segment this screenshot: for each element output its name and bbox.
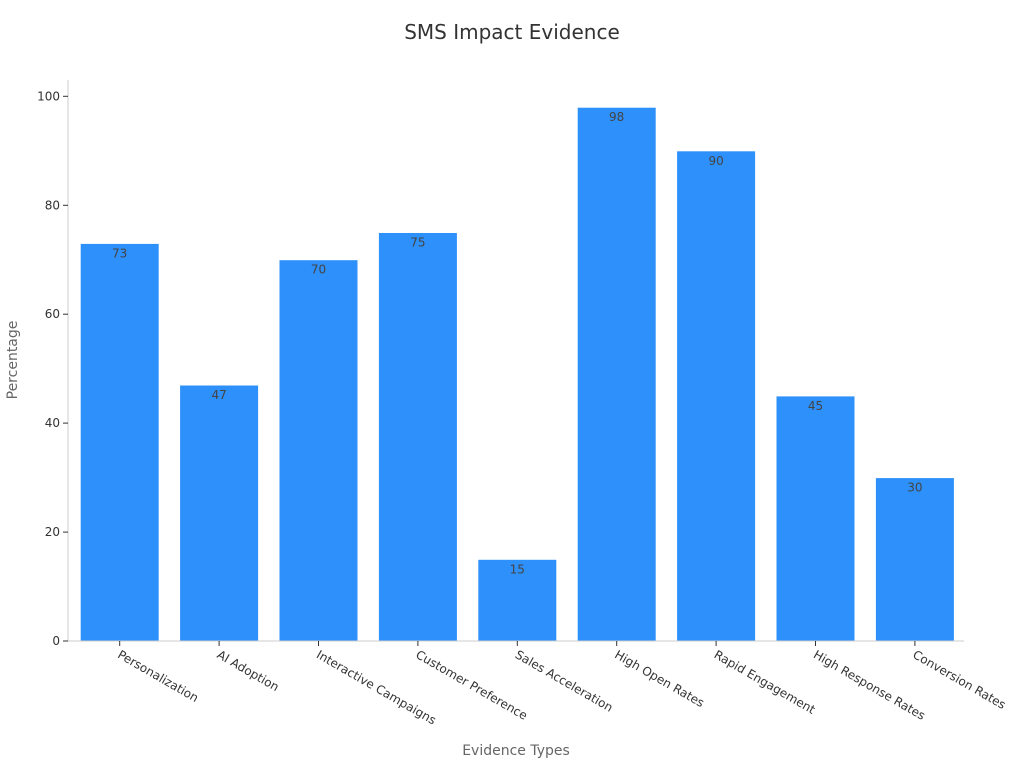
x-axis-label: Evidence Types: [462, 743, 570, 759]
y-tick-label: 20: [45, 525, 60, 539]
y-tick-label: 80: [45, 198, 60, 212]
bar-conversion-rates: [874, 477, 955, 642]
y-ticks-layer: 0 20 40 60 80 100: [37, 89, 68, 648]
bar-value-label: 73: [112, 246, 127, 260]
y-tick-label: 60: [45, 307, 60, 321]
x-tick-label: AI Adoption: [215, 647, 282, 694]
y-tick-label: 40: [45, 416, 60, 430]
bar-value-label: 15: [510, 562, 525, 576]
x-tick-label: High Open Rates: [612, 647, 706, 710]
y-tick-label: 0: [52, 634, 60, 648]
x-tick-label: Rapid Engagement: [712, 647, 818, 716]
bar-value-label: 45: [808, 399, 823, 413]
bar-labels-layer: 73 47 70 75 15 98 90 45 30: [112, 110, 922, 576]
bar-interactive-campaigns: [278, 259, 359, 642]
y-axis-label: Percentage: [5, 321, 21, 400]
bars-layer: [79, 106, 955, 642]
x-tick-label: Conversion Rates: [910, 647, 1008, 712]
bar-value-label: 47: [211, 388, 226, 402]
x-ticks-layer: Personalization AI Adoption Interactive Ca…: [115, 641, 1008, 727]
x-tick-label: Sales Acceleration: [513, 647, 616, 714]
x-tick-label: Personalization: [115, 647, 201, 705]
chart-title: SMS Impact Evidence: [404, 20, 620, 44]
bar-rapid-engagement: [676, 150, 757, 642]
bar-customer-preference: [377, 232, 458, 642]
bar-ai-adoption: [179, 384, 260, 642]
bar-sales-acceleration: [477, 558, 558, 642]
bar-value-label: 75: [410, 236, 425, 250]
bar-value-label: 70: [311, 263, 326, 277]
bar-high-response-rates: [775, 395, 856, 642]
bar-personalization: [79, 242, 160, 642]
axes-layer: [67, 80, 964, 642]
bar-value-label: 98: [609, 110, 624, 124]
bar-high-open-rates: [576, 106, 657, 642]
bar-value-label: 30: [907, 481, 922, 495]
bar-value-label: 90: [708, 154, 723, 168]
y-tick-label: 100: [37, 89, 60, 103]
